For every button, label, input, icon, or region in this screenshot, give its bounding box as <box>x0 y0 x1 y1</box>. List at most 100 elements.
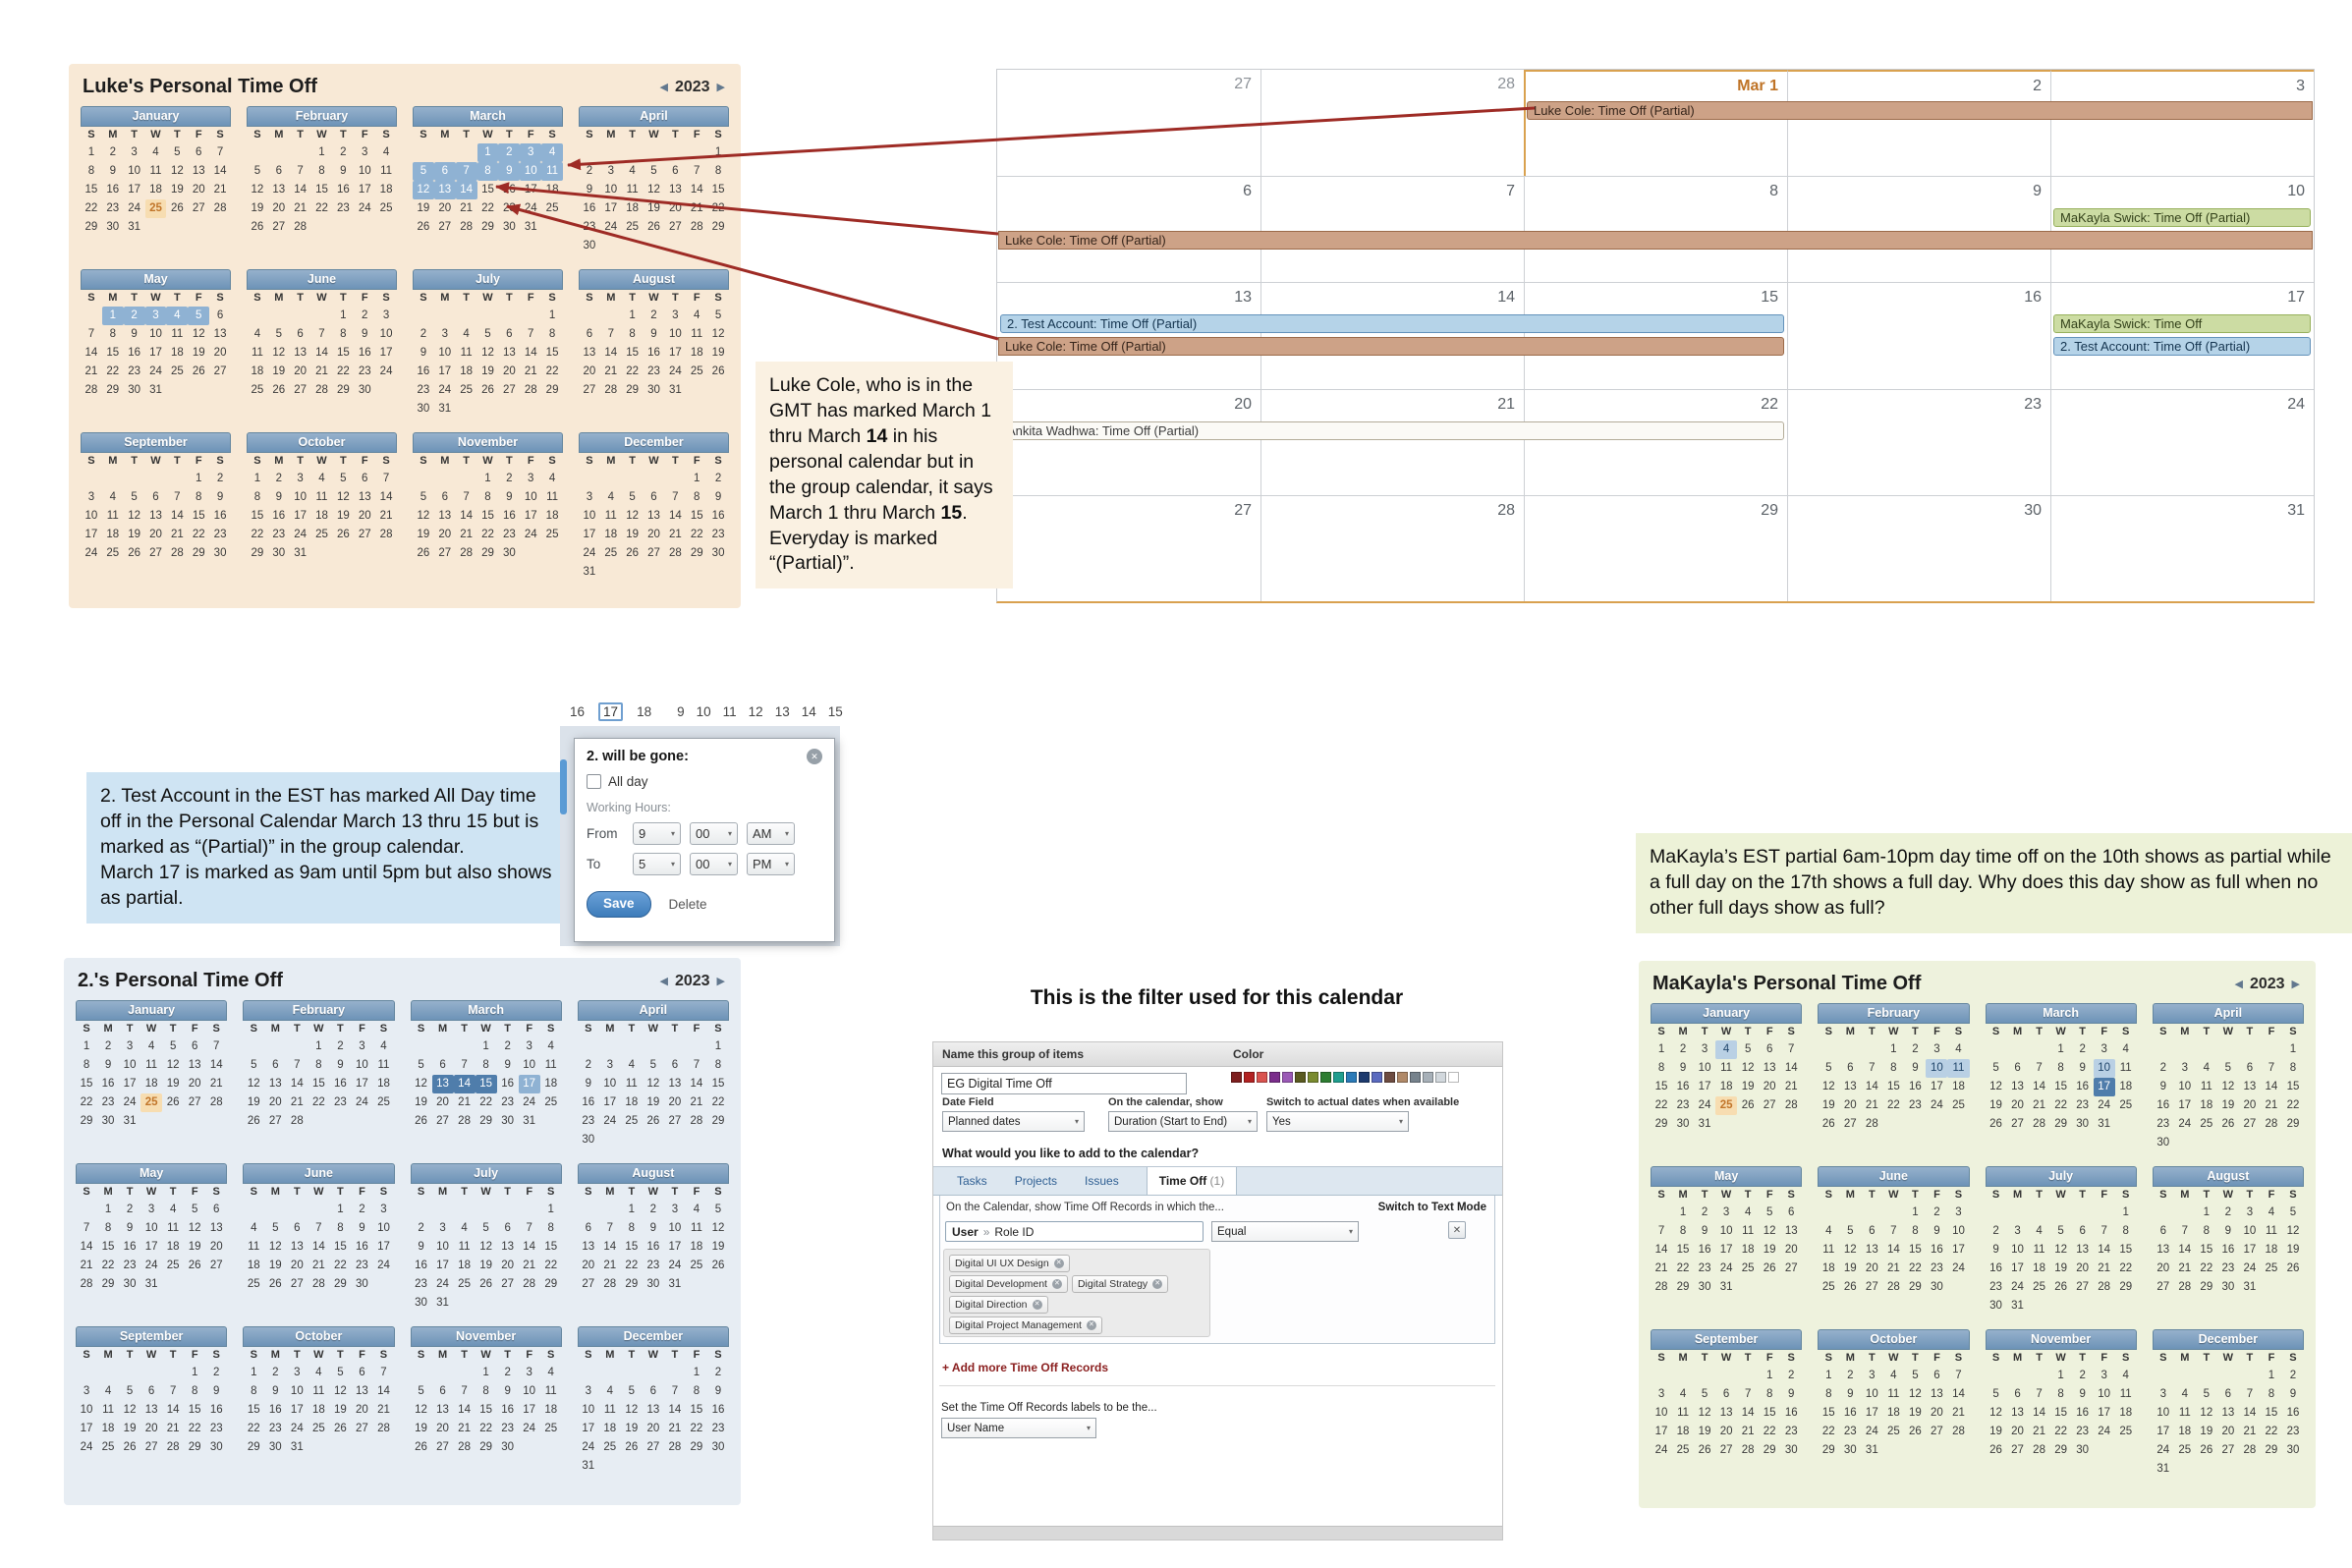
day-cell[interactable]: 16 <box>101 1078 115 1090</box>
day-cell[interactable]: 10 <box>603 1078 617 1090</box>
day-cell[interactable]: 26 <box>417 547 430 559</box>
day-cell[interactable]: 15 <box>475 1075 497 1093</box>
day-cell[interactable]: 8 <box>2057 1388 2064 1400</box>
day-cell[interactable]: 14 <box>311 1241 325 1253</box>
group-day-cell[interactable]: 21 <box>1260 389 1524 495</box>
day-cell[interactable]: 31 <box>668 384 682 396</box>
day-cell[interactable]: 6 <box>2014 1062 2021 1074</box>
day-cell[interactable]: 18 <box>1719 1081 1733 1092</box>
day-cell[interactable]: 21 <box>1886 1262 1900 1274</box>
group-day-cell[interactable]: 23 <box>1787 389 2050 495</box>
day-cell[interactable]: 14 <box>170 510 184 522</box>
day-cell[interactable]: 17 <box>523 1404 536 1416</box>
day-cell[interactable]: 5 <box>628 1385 636 1397</box>
day-cell[interactable]: 25 <box>377 1096 390 1108</box>
day-cell[interactable]: 14 <box>377 1385 390 1397</box>
day-cell[interactable]: 1 <box>482 1367 489 1378</box>
day-cell[interactable]: 16 <box>1698 1244 1711 1256</box>
day-cell[interactable]: 28 <box>523 1278 536 1290</box>
day-cell[interactable]: 25 <box>460 384 474 396</box>
day-cell[interactable]: 30 <box>128 384 141 396</box>
day-cell[interactable]: 29 <box>2265 1444 2278 1456</box>
day-cell[interactable]: 29 <box>1654 1118 1668 1130</box>
day-cell[interactable]: 14 <box>523 1241 536 1253</box>
day-cell[interactable]: 24 <box>2098 1099 2111 1111</box>
day-cell[interactable]: 4 <box>628 1059 636 1071</box>
day-cell[interactable]: 12 <box>128 510 141 522</box>
day-cell[interactable]: 20 <box>646 1423 660 1434</box>
day-cell[interactable]: 7 <box>294 1059 301 1071</box>
day-cell[interactable]: 21 <box>84 365 98 377</box>
day-cell[interactable]: 3 <box>520 143 542 162</box>
day-cell[interactable]: 5 <box>1992 1388 1999 1400</box>
day-cell[interactable]: 14 <box>213 165 227 177</box>
day-cell[interactable]: 22 <box>247 1423 260 1434</box>
day-cell[interactable]: 12 <box>646 1078 660 1090</box>
day-cell[interactable]: 24 <box>377 1260 390 1271</box>
day-cell[interactable]: 6 <box>1933 1370 1940 1381</box>
day-cell[interactable]: 17 <box>1931 1081 1943 1092</box>
day-cell[interactable]: 16 <box>1931 1244 1943 1256</box>
color-swatch[interactable] <box>1372 1072 1382 1083</box>
day-cell[interactable]: 29 <box>80 1115 93 1127</box>
day-cell[interactable]: 20 <box>436 1096 449 1108</box>
day-cell[interactable]: 7 <box>672 491 679 503</box>
day-cell[interactable]: 31 <box>1719 1281 1733 1293</box>
day-cell[interactable]: 19 <box>1821 1099 1835 1111</box>
day-cell[interactable]: 29 <box>334 1278 347 1290</box>
day-cell[interactable]: 1 <box>315 1040 322 1052</box>
day-cell[interactable]: 6 <box>439 1385 446 1397</box>
day-cell[interactable]: 11 <box>604 510 617 522</box>
color-swatch[interactable] <box>1282 1072 1293 1083</box>
day-cell[interactable]: 13 <box>149 510 162 522</box>
year-next-button[interactable]: ▶ <box>716 976 725 987</box>
day-cell[interactable]: 10 <box>80 1404 93 1416</box>
day-cell[interactable]: 8 <box>340 328 347 340</box>
day-cell[interactable]: 26 <box>415 1441 427 1453</box>
day-cell[interactable]: 1 <box>629 309 636 321</box>
day-cell[interactable]: 24 <box>1931 1099 1943 1111</box>
day-cell[interactable]: 30 <box>101 1115 115 1127</box>
day-cell[interactable]: 27 <box>356 1423 368 1434</box>
day-cell[interactable]: 31 <box>582 1460 595 1472</box>
day-cell[interactable]: 6 <box>1765 1043 1773 1055</box>
day-cell[interactable]: 14 <box>379 491 393 503</box>
day-cell[interactable]: 22 <box>481 529 494 540</box>
day-cell[interactable]: 24 <box>523 1096 536 1108</box>
day-cell[interactable]: 14 <box>2033 1407 2045 1419</box>
filter-chip[interactable]: Digital Development ✕ <box>949 1275 1068 1293</box>
day-cell[interactable]: 25 <box>544 1096 558 1108</box>
day-cell[interactable]: 10 <box>294 491 308 503</box>
day-cell[interactable]: 6 <box>649 1385 657 1397</box>
day-cell[interactable]: 18 <box>2178 1426 2192 1437</box>
day-cell[interactable]: 3 <box>2100 1043 2107 1055</box>
day-cell[interactable]: 31 <box>144 1278 158 1290</box>
day-cell[interactable]: 12 <box>1989 1081 2002 1092</box>
day-cell[interactable]: 14 <box>455 181 477 199</box>
day-cell[interactable]: 12 <box>268 1241 282 1253</box>
day-cell[interactable]: 22 <box>101 1260 115 1271</box>
day-cell[interactable]: 5 <box>649 1059 657 1071</box>
day-cell[interactable]: 6 <box>441 491 448 503</box>
day-cell[interactable]: 2 <box>498 143 521 162</box>
day-cell[interactable]: 6 <box>362 473 368 484</box>
color-swatch[interactable] <box>1384 1072 1395 1083</box>
day-cell[interactable]: 28 <box>213 202 227 214</box>
day-cell[interactable]: 13 <box>582 1241 595 1253</box>
save-button[interactable]: Save <box>587 891 651 918</box>
day-cell[interactable]: 11 <box>312 1385 325 1397</box>
day-cell[interactable]: 12 <box>1821 1081 1835 1092</box>
day-cell[interactable]: 17 <box>1654 1426 1668 1437</box>
day-cell[interactable]: 1 <box>2268 1370 2275 1381</box>
day-cell[interactable]: 3 <box>1722 1206 1730 1218</box>
day-cell[interactable]: 21 <box>690 202 703 214</box>
day-cell[interactable]: 1 <box>1679 1206 1687 1218</box>
day-cell[interactable]: 4 <box>1744 1206 1752 1218</box>
group-day-cell[interactable]: 31 <box>2050 495 2314 601</box>
day-cell[interactable]: 23 <box>1843 1426 1857 1437</box>
day-cell[interactable]: 18 <box>2033 1262 2045 1274</box>
day-cell[interactable]: 9 <box>213 1385 220 1397</box>
day-cell[interactable]: 21 <box>213 184 227 196</box>
year-prev-button[interactable]: ◀ <box>659 82 668 93</box>
day-cell[interactable]: 1 <box>714 1040 722 1052</box>
